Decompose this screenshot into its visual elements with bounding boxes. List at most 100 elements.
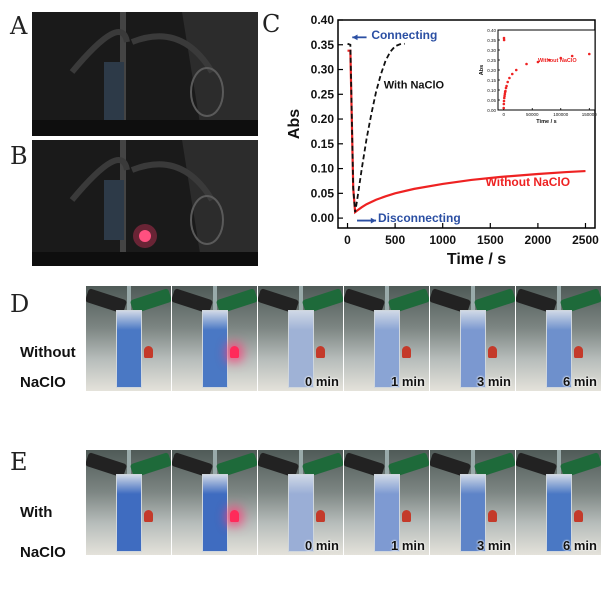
clamp-rod xyxy=(127,286,131,331)
photo-b-scene xyxy=(32,140,258,266)
time-label: 3 min xyxy=(477,374,511,389)
inset-point xyxy=(502,36,506,40)
photo-a-scene xyxy=(32,12,258,136)
led xyxy=(488,346,497,358)
inset-x-tick-label: 150000 xyxy=(582,112,598,117)
panel-label-d: D xyxy=(10,290,30,318)
x-tick-label: 1500 xyxy=(477,233,504,247)
chart-axes: 0.00 0.05 0.10 0.15 0.20 0.25 0.30 0.35 0.40 0 500… xyxy=(286,13,599,268)
clamp-rod xyxy=(299,450,303,495)
inset-y-tick-label: 0.35 xyxy=(487,38,496,43)
x-tick-label: 1000 xyxy=(429,233,456,247)
led xyxy=(402,510,411,522)
time-label: 6 min xyxy=(563,374,597,389)
row-label-with-2: NaClO xyxy=(20,544,66,561)
led xyxy=(574,510,583,522)
inset-point xyxy=(504,89,507,93)
cuvette xyxy=(546,310,572,388)
panel-label-e: E xyxy=(10,448,28,476)
inset-chart: 0.00 0.05 0.10 0.15 0.20 0.25 0.30 0.35 0.40 0 500… xyxy=(479,28,597,125)
cuvette xyxy=(374,310,400,388)
y-tick-label: 0.00 xyxy=(311,211,335,225)
inset-point xyxy=(570,54,574,58)
cuvette xyxy=(374,474,400,552)
clamp-rod xyxy=(557,286,561,331)
cuvette xyxy=(460,310,486,388)
cuvette xyxy=(288,474,314,552)
inset-y-tick-label: 0.40 xyxy=(487,28,496,33)
clamp-rod xyxy=(385,286,389,331)
led xyxy=(230,510,239,522)
cuvette xyxy=(202,310,228,388)
without-frame xyxy=(172,286,258,391)
with-frame: 0 min xyxy=(258,450,344,555)
inset-point xyxy=(502,106,506,110)
without-frame: 6 min xyxy=(516,286,602,391)
inset-point xyxy=(525,62,528,66)
y-tick-label: 0.10 xyxy=(311,162,335,176)
without-naclo-label: Without NaClO xyxy=(486,175,571,189)
cuvette xyxy=(202,474,228,552)
y-tick-label: 0.30 xyxy=(311,63,335,77)
y-tick-label: 0.20 xyxy=(311,112,335,126)
inset-point xyxy=(505,84,508,88)
cuvette xyxy=(460,474,486,552)
disconnecting-arrow-head xyxy=(370,217,377,224)
clamp-rod xyxy=(471,286,475,331)
inset-point xyxy=(506,80,509,84)
panel-label-c: C xyxy=(262,10,281,38)
panel-label-b: B xyxy=(10,142,28,170)
x-tick-label: 0 xyxy=(344,233,351,247)
clamp-rod xyxy=(299,286,303,331)
inset-point xyxy=(502,38,506,42)
inset-y-tick-label: 0.30 xyxy=(487,48,496,53)
without-frame: 0 min xyxy=(258,286,344,391)
without-frame: 3 min xyxy=(430,286,516,391)
photo-strip-without-naclo: 0 min 1 min 3 min 6 min xyxy=(86,286,603,391)
led xyxy=(402,346,411,358)
inset-x-tick-label: 0 xyxy=(502,112,505,117)
time-label: 1 min xyxy=(391,374,425,389)
y-tick-label: 0.15 xyxy=(311,137,335,151)
inset-y-tick-label: 0.20 xyxy=(487,68,496,73)
absorbance-chart: 0.00 0.05 0.10 0.15 0.20 0.25 0.30 0.35 0.40 0 500… xyxy=(286,13,599,268)
inset-point xyxy=(502,99,506,103)
inset-frame xyxy=(497,29,596,111)
inset-y-tick-label: 0.10 xyxy=(487,88,496,93)
clamp-rod xyxy=(127,450,131,495)
led xyxy=(574,346,583,358)
inset-point xyxy=(536,60,540,64)
inset-point xyxy=(502,96,506,100)
row-label-without-2: NaClO xyxy=(20,374,66,391)
with-frame xyxy=(172,450,258,555)
time-label: 6 min xyxy=(563,538,597,553)
inset-y-tick-label: 0.15 xyxy=(487,78,496,83)
inset-x-axis-label: Time / s xyxy=(536,119,556,125)
inset-y-tick-label: 0.25 xyxy=(487,58,496,63)
led xyxy=(144,346,153,358)
clamp-rod xyxy=(213,450,217,495)
cuvette xyxy=(546,474,572,552)
inset-point xyxy=(503,92,507,96)
inset-point xyxy=(548,58,551,62)
time-label: 0 min xyxy=(305,538,339,553)
x-axis-label: Time / s xyxy=(447,251,506,268)
x-tick-label: 2500 xyxy=(572,233,599,247)
without-frame: 1 min xyxy=(344,286,430,391)
disconnecting-label: Disconnecting xyxy=(378,211,461,225)
led xyxy=(316,510,325,522)
clamp-rod xyxy=(471,450,475,495)
series-line xyxy=(347,42,405,213)
time-label: 0 min xyxy=(305,374,339,389)
photo-a xyxy=(32,12,258,136)
led xyxy=(488,510,497,522)
inset-point xyxy=(587,52,591,56)
row-label-with-1: With xyxy=(20,504,53,521)
inset-point xyxy=(559,56,563,60)
time-label: 3 min xyxy=(477,538,511,553)
x-tick-label: 500 xyxy=(385,233,405,247)
inset-y-tick-label: 0.05 xyxy=(487,98,496,103)
x-tick-label: 2000 xyxy=(525,233,552,247)
with-frame: 6 min xyxy=(516,450,602,555)
inset-point xyxy=(502,102,506,106)
